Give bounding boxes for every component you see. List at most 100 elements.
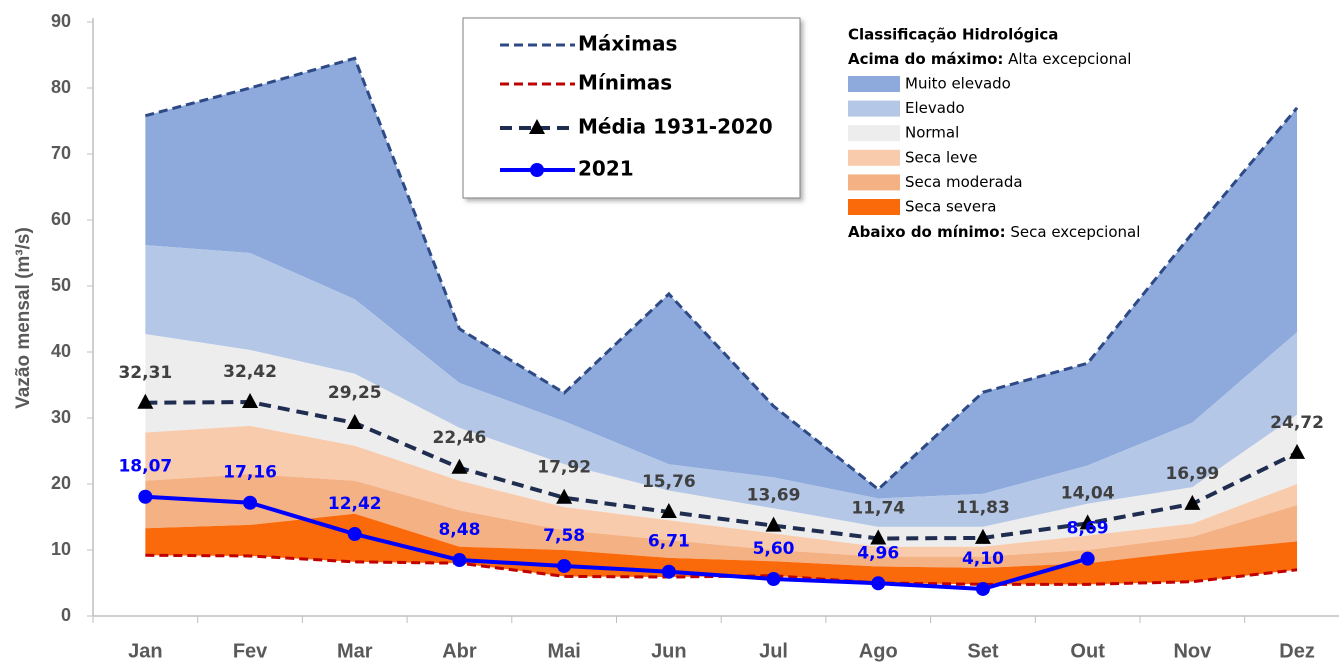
legend-label: Média 1931-2020 (578, 115, 773, 139)
y-tick-label: 20 (51, 473, 71, 493)
marker (347, 527, 362, 542)
band-area (145, 58, 1298, 499)
x-tick-label: Jun (651, 640, 687, 662)
series-line (144, 56, 1299, 492)
data-label: 24,72 (1270, 413, 1324, 433)
marker (1079, 514, 1096, 530)
band-area (145, 245, 1298, 527)
legend-label: Seca moderada (905, 173, 1023, 191)
above-text: Alta excepcional (1003, 50, 1131, 68)
series-line (145, 400, 1298, 541)
y-tick-label: 70 (51, 143, 71, 163)
data-label: 6,71 (648, 532, 690, 552)
marker (870, 529, 887, 545)
data-label: 14,04 (1061, 483, 1115, 503)
legend-swatch (848, 149, 900, 166)
series-line (145, 494, 1089, 591)
legend-swatch (848, 199, 900, 215)
below-label: Abaixo do mínimo: (848, 223, 1006, 241)
marker (765, 516, 782, 532)
data-label: 29,25 (328, 383, 382, 403)
data-label: 15,76 (642, 472, 696, 492)
data-label: 8,69 (1067, 519, 1109, 539)
data-label: 18,07 (118, 457, 172, 477)
marker (1289, 443, 1306, 459)
x-tick-label: Ago (859, 640, 898, 662)
legend-label: Mínimas (578, 71, 672, 95)
marker (1080, 551, 1095, 566)
x-tick-label: Jan (128, 640, 162, 662)
band-area (145, 513, 1298, 585)
x-tick-label: Dez (1279, 640, 1315, 662)
marker (660, 502, 677, 518)
legend-label: 2021 (578, 157, 634, 181)
legend-swatch (848, 125, 900, 142)
band-area (145, 425, 1298, 557)
marker (451, 458, 468, 474)
data-label: 17,92 (537, 458, 591, 478)
x-tick-label: Abr (442, 640, 477, 662)
data-label: 8,48 (438, 520, 480, 540)
x-tick-label: Jul (759, 640, 788, 662)
classification-below: Abaixo do mínimo: Seca excepcional (848, 223, 1140, 241)
band-area (145, 474, 1298, 568)
y-tick-label: 30 (51, 407, 71, 427)
y-tick-label: 50 (51, 275, 71, 295)
marker (871, 576, 886, 591)
data-label: 13,69 (747, 486, 801, 506)
marker (661, 564, 676, 579)
data-label: 4,10 (962, 549, 1004, 569)
below-text: Seca excepcional (1006, 223, 1141, 241)
x-tick-label: Mar (337, 640, 373, 662)
marker (452, 553, 467, 568)
data-label: 11,83 (956, 498, 1010, 518)
legend-marker (529, 119, 545, 134)
data-label: 22,46 (433, 428, 487, 448)
y-axis-label: Vazão mensal (m³/s) (13, 227, 34, 409)
x-tick-label: Fev (233, 640, 268, 662)
data-label: 32,31 (118, 363, 172, 383)
x-tick-label: Set (967, 640, 998, 662)
legend-label: Seca leve (905, 148, 977, 166)
x-tick-label: Mai (547, 640, 580, 662)
legend-label: Elevado (905, 99, 965, 117)
marker (557, 558, 572, 573)
x-tick-label: Out (1070, 640, 1105, 662)
y-tick-label: 10 (51, 539, 71, 559)
data-label: 11,74 (851, 499, 905, 519)
data-label: 4,96 (857, 543, 899, 563)
data-label: 12,42 (328, 494, 382, 514)
legend-label: Normal (905, 124, 959, 142)
classification-title: Classificação Hidrológica (848, 26, 1058, 44)
legend-label: Seca severa (905, 198, 996, 216)
marker (1184, 494, 1201, 510)
marker (556, 488, 573, 504)
above-label: Acima do máximo: (848, 50, 1003, 68)
legend-label: Máximas (578, 32, 677, 56)
data-label: 32,42 (223, 362, 277, 382)
data-label: 17,16 (223, 463, 277, 483)
classification-above: Acima do máximo: Alta excepcional (848, 50, 1131, 68)
marker (766, 572, 781, 587)
legend-label: Muito elevado (905, 75, 1011, 93)
marker (242, 393, 259, 409)
marker (243, 495, 258, 510)
legend-swatch (848, 76, 900, 92)
y-tick-label: 40 (51, 341, 71, 361)
marker (975, 581, 990, 596)
data-label: 7,58 (543, 526, 585, 546)
data-label: 16,99 (1165, 464, 1219, 484)
legend-swatch (848, 100, 900, 117)
marker (346, 413, 363, 429)
data-label: 5,60 (753, 539, 795, 559)
marker (974, 528, 991, 544)
legend-marker (530, 163, 544, 177)
legend-swatch (848, 174, 900, 191)
y-tick-label: 0 (61, 605, 71, 625)
marker (138, 489, 153, 504)
x-tick-label: Nov (1173, 640, 1212, 662)
marker (137, 393, 154, 409)
y-tick-label: 80 (51, 77, 71, 97)
y-tick-label: 90 (51, 11, 71, 31)
